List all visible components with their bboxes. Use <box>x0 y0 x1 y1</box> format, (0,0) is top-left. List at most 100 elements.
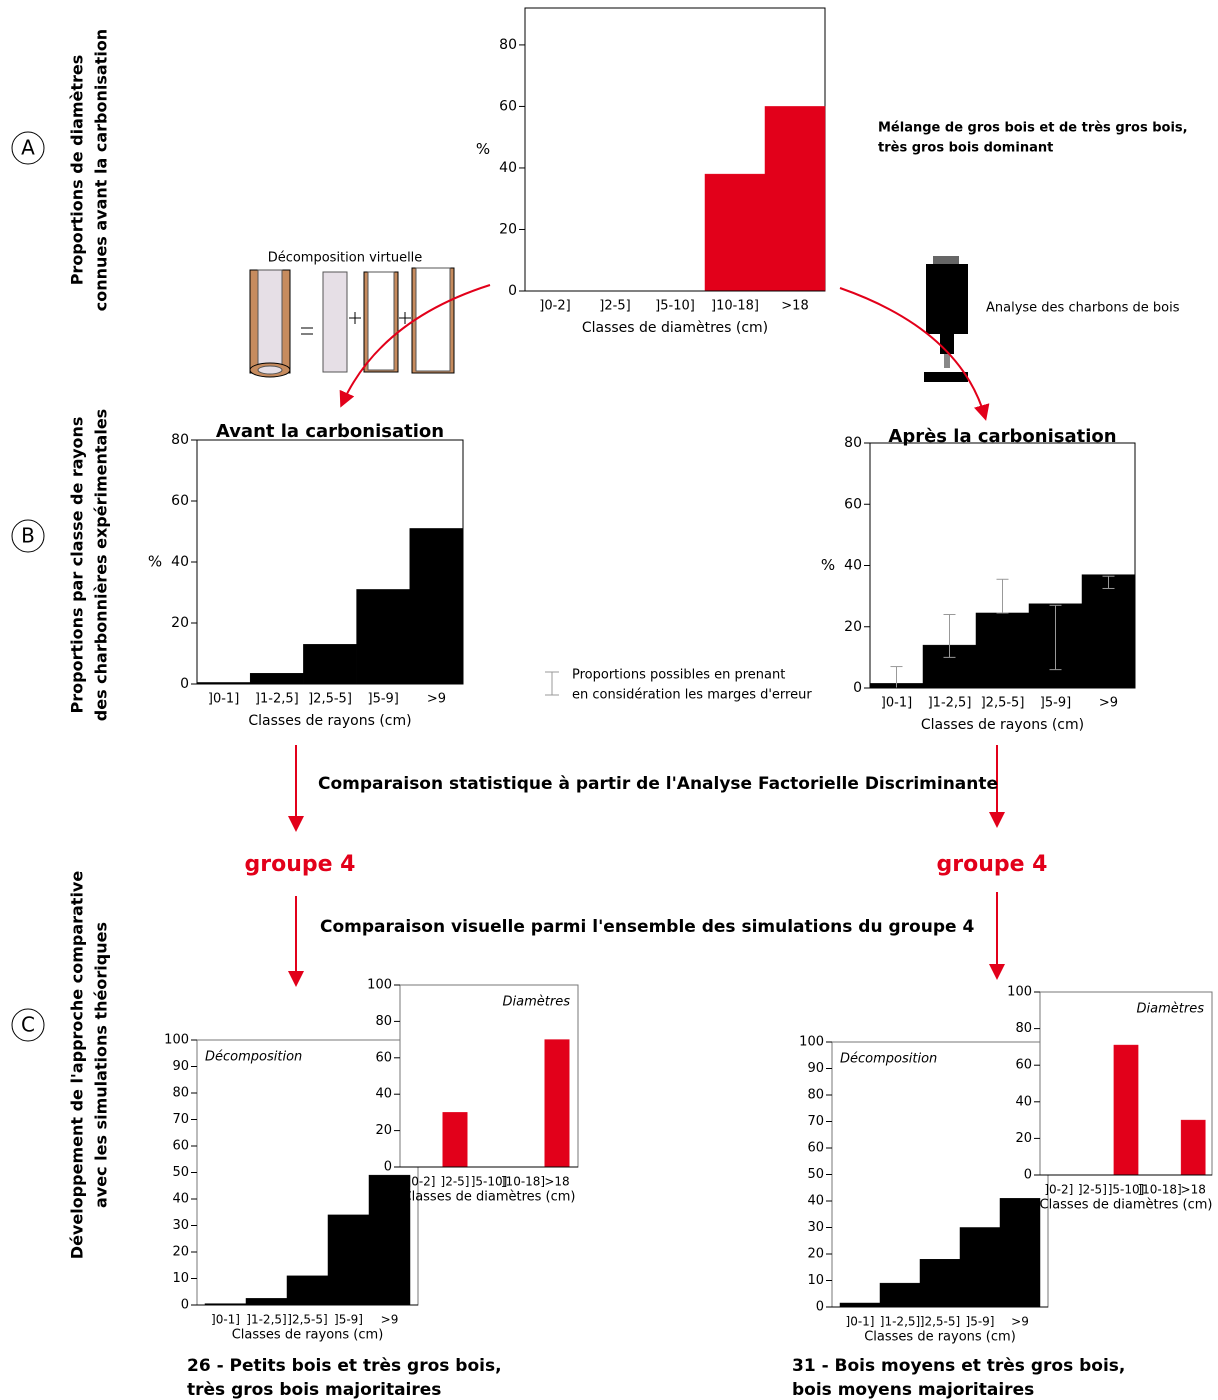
y-tick-label: 0 <box>816 1300 824 1315</box>
bar <box>839 1302 881 1308</box>
row-label: connues avant la carbonisation <box>92 29 111 311</box>
caption: très gros bois majoritaires <box>187 1380 441 1400</box>
chart-title: Après la carbonisation <box>888 426 1116 447</box>
y-tick-label: 100 <box>164 1033 189 1048</box>
x-tick-label: ]0-1] <box>208 692 239 707</box>
chart: 0 10 20 30 40 50 60 70 80 90 100]0-1]]1-2,5]]2,5-5… <box>799 1035 1049 1345</box>
y-tick-label: 40 <box>172 1192 189 1207</box>
row-label: Développement de l'approche comparative <box>68 871 87 1260</box>
y-tick-label: 20 <box>171 615 189 631</box>
error-bar <box>1049 604 1062 671</box>
chart: 0 20 40 60 80]0-1]]1-2,5]]2,5-5]]5-9] >9 Class… <box>148 421 464 729</box>
y-tick-label: 0 <box>853 680 862 696</box>
bar <box>1113 1044 1139 1176</box>
x-tick-label: ]2-5] <box>599 299 630 314</box>
x-tick-label: ]0-2] <box>539 299 570 314</box>
bar <box>1081 574 1136 689</box>
x-tick-label: >9 <box>1099 696 1118 711</box>
x-tick-label: ]1-2,5] <box>246 1313 286 1327</box>
y-tick-label: 80 <box>375 1014 392 1029</box>
x-tick-label: ]1-2,5] <box>255 692 299 707</box>
row-label: Proportions de diamètres <box>68 55 87 286</box>
y-tick-label: 60 <box>844 496 862 512</box>
x-tick-label: ]5-10] <box>655 299 695 314</box>
chart: 0 20 40 60 80 100]0-2]]2-5]]5-10]]10-18]>18Cl… <box>1007 985 1213 1213</box>
row-letter: C <box>21 1013 35 1037</box>
y-tick-label: 40 <box>807 1194 824 1209</box>
y-tick-label: 20 <box>375 1123 392 1138</box>
x-tick-label: ]5-9] <box>966 1315 995 1329</box>
y-tick-label: 60 <box>375 1050 392 1065</box>
x-tick-label: ]0-2] <box>407 1175 436 1189</box>
x-tick-label: >18 <box>544 1175 569 1189</box>
y-tick-label: 0 <box>181 1298 189 1313</box>
x-tick-label: ]2,5-5] <box>308 692 352 707</box>
y-tick-label: 60 <box>171 493 189 509</box>
y-tick-label: 80 <box>807 1088 824 1103</box>
log-drawing: Décomposition virtuelle <box>249 251 455 378</box>
x-tick-label: ]0-2] <box>1044 1183 1073 1197</box>
x-tick-label: >18 <box>781 299 808 314</box>
bar <box>704 173 766 292</box>
bar <box>356 589 411 685</box>
y-axis-label: % <box>476 140 490 158</box>
y-tick-label: 100 <box>799 1035 824 1050</box>
row-label: Proportions par classe de rayons <box>68 417 87 714</box>
x-tick-label: ]0-1] <box>211 1313 240 1327</box>
chart: 0 20 40 60 80 100]0-2]]2-5]]5-10]]10-18]>18Cl… <box>367 978 579 1205</box>
y-tick-label: 60 <box>172 1139 189 1154</box>
error-legend: Proportions possibles en prenant en cons… <box>545 668 812 703</box>
x-tick-label: ]10-18] <box>501 1175 545 1189</box>
x-tick-label: >9 <box>381 1313 399 1327</box>
y-tick-label: 0 <box>180 676 189 692</box>
chart: 0 20 40 60 80]0-2]]2-5]]5-10]]10-18] >18 Class… <box>476 7 826 336</box>
x-tick-label: ]2,5-5] <box>287 1313 327 1327</box>
inset-label: Diamètres <box>1137 1002 1205 1017</box>
error-bar <box>996 578 1009 614</box>
mix-note: très gros bois dominant <box>878 141 1053 156</box>
y-tick-label: 10 <box>172 1271 189 1286</box>
x-tick-label: ]1-2,5] <box>880 1315 920 1329</box>
y-tick-label: 90 <box>172 1059 189 1074</box>
row-label: des charbonnières expérimentales <box>92 409 111 721</box>
y-tick-label: 20 <box>1015 1131 1032 1146</box>
x-tick-label: ]0-1] <box>846 1315 875 1329</box>
x-tick-label: >9 <box>1011 1315 1029 1329</box>
y-tick-label: 100 <box>367 978 392 993</box>
inset-label: Décomposition <box>840 1052 937 1067</box>
y-tick-label: 0 <box>508 283 517 299</box>
y-tick-label: 80 <box>172 1086 189 1101</box>
bar <box>409 528 464 685</box>
x-tick-label: ]5-10] <box>471 1175 508 1189</box>
microscope: Analyse des charbons de bois <box>924 256 1180 382</box>
y-tick-label: 40 <box>1015 1094 1032 1109</box>
y-tick-label: 20 <box>499 221 517 237</box>
caption: 31 - Bois moyens et très gros bois, <box>792 1356 1125 1376</box>
y-tick-label: 60 <box>1015 1058 1032 1073</box>
analysis-label: Analyse des charbons de bois <box>986 301 1180 316</box>
x-tick-label: ]5-10] <box>1108 1183 1145 1197</box>
x-tick-label: ]2-5] <box>441 1175 470 1189</box>
row-labels: Proportions de diamètres connues avant l… <box>68 29 111 1259</box>
comparison-stat: Comparaison statistique à partir de l'An… <box>318 774 998 794</box>
row-letter: B <box>21 524 35 548</box>
y-tick-label: 70 <box>172 1112 189 1127</box>
bar <box>286 1275 329 1306</box>
group-label: groupe 4 <box>936 852 1047 877</box>
x-tick-label: ]5-9] <box>1040 696 1071 711</box>
bar <box>879 1282 921 1308</box>
chart: 0 10 20 30 40 50 60 70 80 90 100]0-1]]1-2,5]]2,5-5… <box>164 1033 419 1343</box>
y-tick-label: 20 <box>807 1247 824 1262</box>
x-tick-label: ]1-2,5] <box>928 696 972 711</box>
y-axis-label: % <box>148 553 162 571</box>
y-tick-label: 0 <box>384 1160 392 1175</box>
x-tick-label: >18 <box>1181 1183 1206 1197</box>
bar <box>959 1227 1001 1308</box>
bar <box>327 1214 370 1306</box>
caption: bois moyens majoritaires <box>792 1380 1034 1400</box>
bar <box>245 1298 288 1306</box>
y-tick-label: 50 <box>172 1165 189 1180</box>
y-tick-label: 80 <box>1015 1021 1032 1036</box>
inset-label: Diamètres <box>503 995 571 1010</box>
